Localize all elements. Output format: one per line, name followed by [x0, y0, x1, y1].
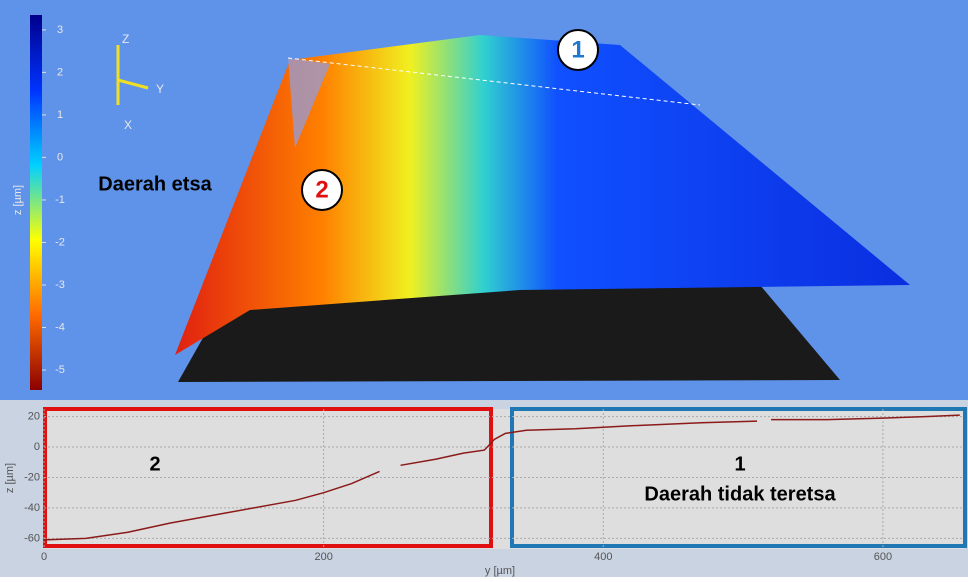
plot-area: [44, 409, 964, 549]
colorbar-tick-label: -3: [55, 279, 65, 291]
y-tick-label: -20: [24, 471, 40, 483]
marker-label: 2: [315, 176, 328, 203]
colorbar-label: z [µm]: [12, 185, 24, 215]
y-axis-label: z [µm]: [4, 463, 16, 493]
region-number: 1: [734, 453, 745, 475]
y-tick-label: 0: [34, 441, 40, 453]
axis-label: Y: [156, 82, 164, 96]
colorbar-tick-label: -5: [55, 364, 65, 376]
x-axis-label: y [µm]: [485, 565, 515, 577]
colorbar: [30, 15, 42, 390]
y-tick-label: -60: [24, 532, 40, 544]
region-label: Daerah tidak teretsa: [644, 483, 836, 505]
x-tick-label: 200: [314, 551, 332, 563]
axis-label: X: [124, 118, 132, 132]
colorbar-tick-label: -4: [55, 321, 65, 333]
region-number: 2: [149, 453, 160, 475]
axis-label: Z: [122, 32, 129, 46]
colorbar-tick-label: 0: [57, 151, 63, 163]
x-tick-label: 600: [874, 551, 892, 563]
colorbar-tick-label: -1: [55, 194, 65, 206]
marker-label: 1: [571, 36, 584, 63]
colorbar-tick-label: 3: [57, 24, 63, 36]
x-tick-label: 400: [594, 551, 612, 563]
y-tick-label: 20: [28, 411, 40, 423]
figure: 3210-1-2-3-4-5z [µm]ZYX120200400600200-2…: [0, 0, 968, 577]
x-tick-label: 0: [41, 551, 47, 563]
region-label: Daerah etsa: [98, 173, 212, 195]
colorbar-tick-label: -2: [55, 236, 65, 248]
colorbar-tick-label: 1: [57, 109, 63, 121]
colorbar-tick-label: 2: [57, 66, 63, 78]
y-tick-label: -40: [24, 502, 40, 514]
